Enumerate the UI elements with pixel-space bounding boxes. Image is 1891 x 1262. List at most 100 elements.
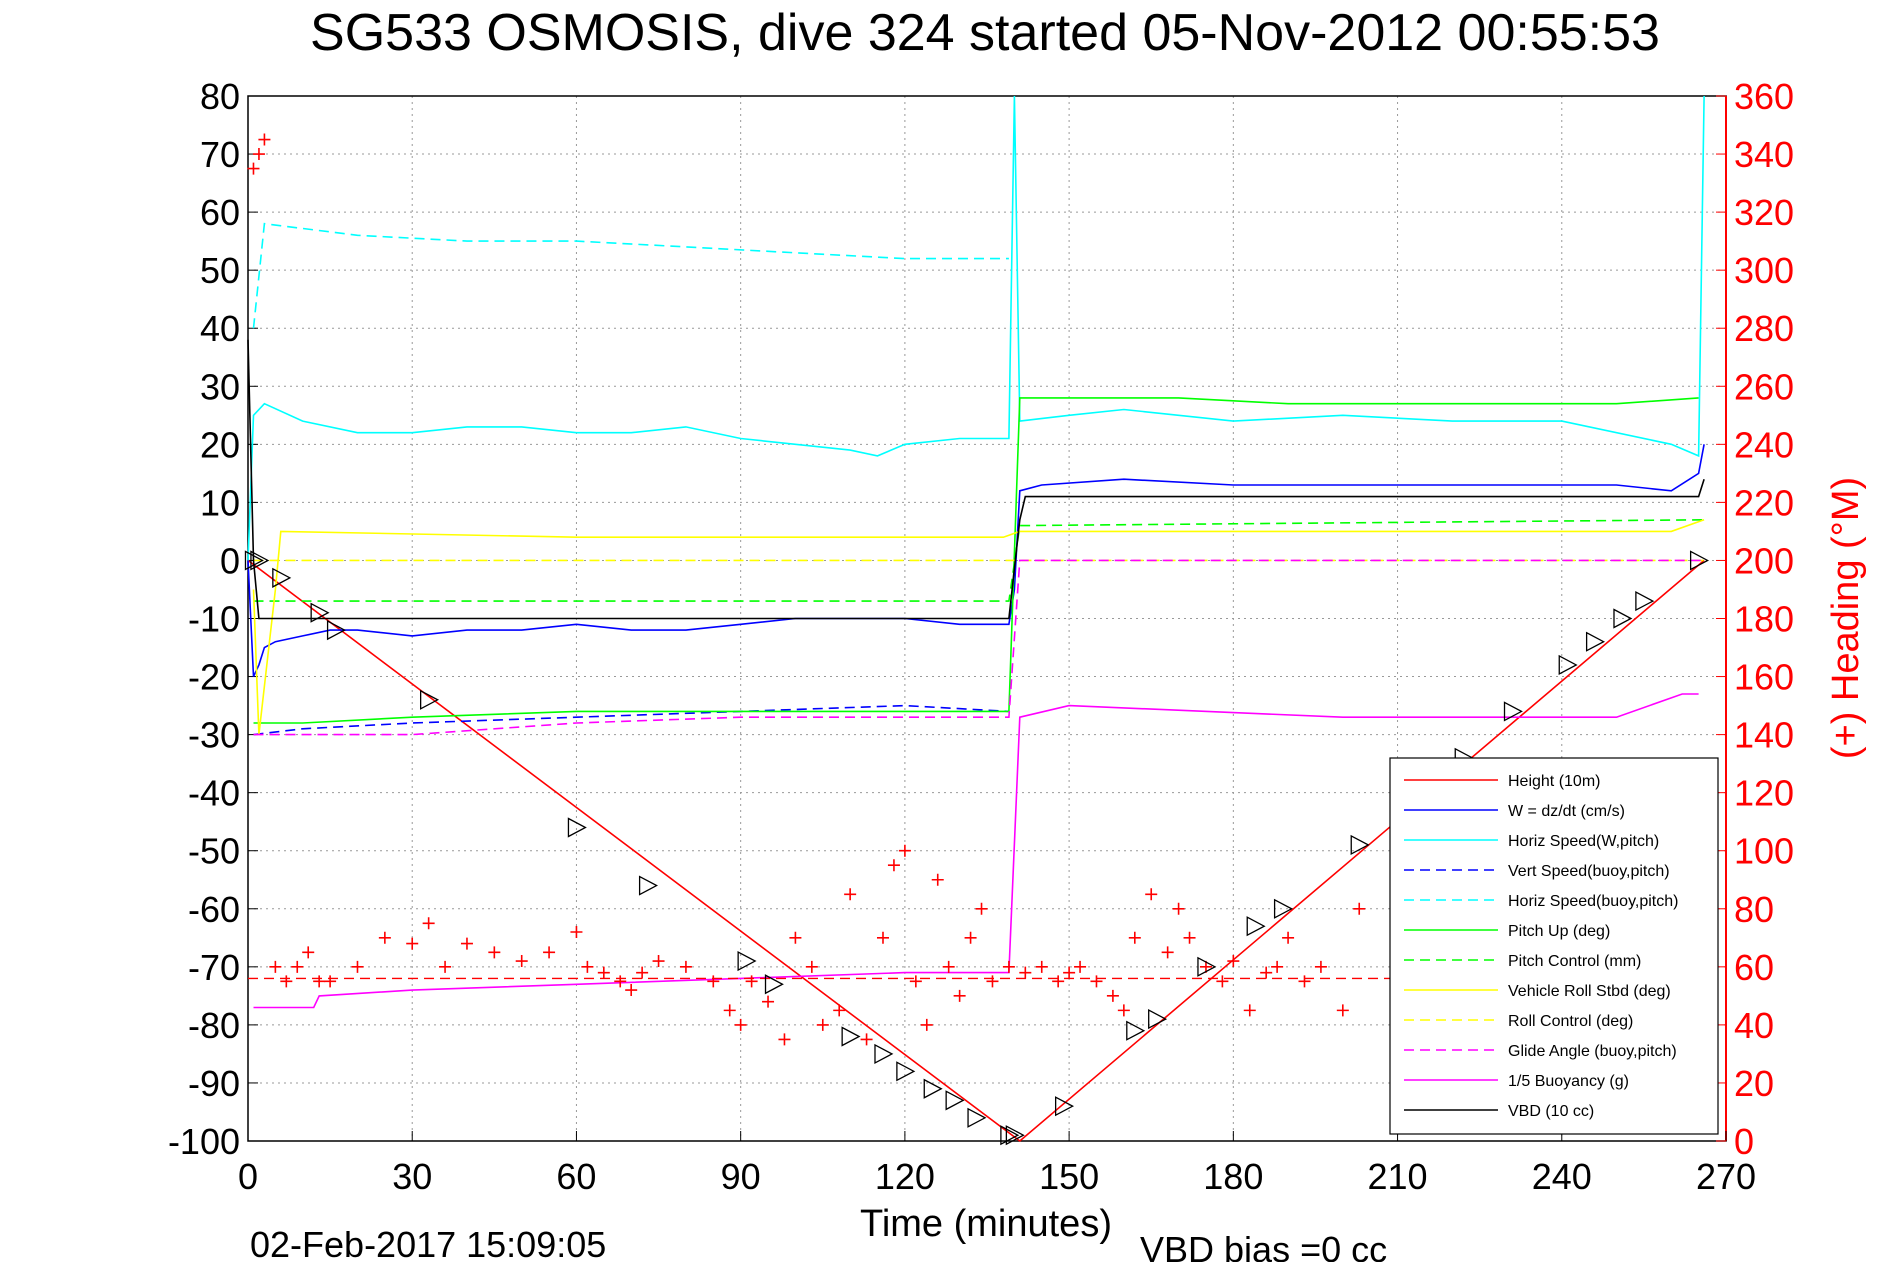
heading-point — [570, 926, 583, 938]
heading-point — [1314, 960, 1327, 973]
heading-point — [1117, 1004, 1130, 1017]
x-tick-label: 180 — [1203, 1156, 1263, 1197]
footer-date: 02-Feb-2017 15:09:05 — [250, 1224, 606, 1262]
heading-point — [723, 1004, 736, 1017]
heading-point — [1172, 902, 1185, 915]
heading-point — [964, 931, 977, 944]
heading-point — [1161, 946, 1174, 959]
heading-points — [247, 133, 1366, 1046]
heading-point — [1063, 966, 1076, 979]
heading-point — [515, 955, 528, 968]
y-right-tick-label: 340 — [1734, 134, 1794, 175]
y-right-tick-label: 220 — [1734, 482, 1794, 523]
triangle-markers — [244, 550, 1710, 1146]
y-right-tick-label: 180 — [1734, 599, 1794, 640]
heading-point — [833, 1004, 846, 1017]
y-tick-label: -40 — [188, 773, 240, 814]
y-right-tick-label: 300 — [1734, 250, 1794, 291]
depth-marker — [419, 689, 440, 710]
heading-point — [1227, 955, 1240, 968]
series-line-9 — [253, 559, 1705, 736]
heading-point — [1199, 960, 1212, 973]
series-group — [247, 95, 1705, 1143]
depth-marker — [1689, 550, 1710, 571]
y-right-tick-label: 120 — [1734, 773, 1794, 814]
depth-marker — [945, 1090, 965, 1111]
legend-label: Pitch Control (mm) — [1508, 953, 1641, 970]
depth-marker — [1585, 631, 1606, 652]
y-tick-label: 80 — [200, 76, 240, 117]
depth-marker — [250, 550, 270, 571]
depth-marker — [1635, 591, 1655, 612]
y-tick-label: -80 — [188, 1005, 240, 1046]
y-tick-label: -100 — [168, 1121, 240, 1162]
depth-marker — [1005, 1125, 1025, 1146]
y-right-tick-label: 80 — [1734, 889, 1774, 930]
x-tick-label: 30 — [392, 1156, 432, 1197]
y-right-tick-label: 260 — [1734, 366, 1794, 407]
series-line-5 — [253, 397, 1699, 724]
x-tick-label: 120 — [875, 1156, 935, 1197]
heading-point — [378, 931, 391, 944]
heading-point — [734, 1018, 747, 1031]
x-tick-label: 210 — [1368, 1156, 1428, 1197]
heading-point — [597, 966, 610, 979]
heading-point — [942, 960, 955, 973]
heading-point — [762, 995, 775, 1008]
heading-point — [1298, 975, 1311, 988]
y-right-tick-label: 0 — [1734, 1121, 1754, 1162]
heading-point — [920, 1018, 933, 1031]
heading-point — [844, 888, 857, 901]
depth-marker — [567, 817, 587, 838]
heading-point — [252, 148, 265, 161]
heading-point — [707, 975, 720, 988]
heading-point — [614, 975, 627, 988]
footer-vbd-bias: VBD bias =0 cc — [1140, 1229, 1387, 1262]
y-right-tick-label: 60 — [1734, 947, 1774, 988]
series-line-4 — [252, 222, 1009, 329]
heading-point — [269, 960, 282, 973]
heading-point — [1090, 975, 1103, 988]
heading-point — [1002, 960, 1015, 973]
heading-point — [1019, 966, 1032, 979]
legend-label: VBD (10 cc) — [1508, 1103, 1594, 1120]
y-tick-label: 60 — [200, 192, 240, 233]
depth-marker — [638, 875, 658, 896]
depth-marker — [1558, 654, 1578, 676]
y-right-tick-label: 280 — [1734, 308, 1794, 349]
heading-point — [1035, 960, 1048, 973]
y-tick-label: 40 — [200, 308, 240, 349]
heading-point — [652, 955, 665, 968]
heading-point — [302, 946, 315, 959]
y-tick-label: -50 — [188, 831, 240, 872]
heading-point — [488, 946, 501, 959]
heading-point — [280, 975, 293, 988]
depth-marker — [1054, 1096, 1075, 1117]
heading-point — [1052, 975, 1065, 988]
depth-marker — [1503, 701, 1523, 722]
depth-marker — [1350, 834, 1370, 855]
legend-label: W = dz/dt (cm/s) — [1508, 803, 1625, 820]
y-tick-label: -70 — [188, 947, 240, 988]
heading-point — [1336, 1004, 1349, 1017]
depth-marker — [1148, 1009, 1168, 1030]
heading-point — [1106, 989, 1119, 1002]
y-right-tick-label: 360 — [1734, 76, 1794, 117]
depth-marker — [1613, 608, 1633, 629]
depth-marker — [1246, 916, 1266, 937]
x-axis-label: Time (minutes) — [860, 1203, 1112, 1245]
depth-marker — [1126, 1020, 1146, 1041]
depth-marker — [841, 1026, 861, 1047]
heading-point — [1183, 931, 1196, 944]
y-right-tick-label: 140 — [1734, 715, 1794, 756]
y-tick-label: 70 — [200, 134, 240, 175]
heading-point — [439, 960, 452, 973]
heading-point — [1074, 960, 1087, 973]
heading-point — [953, 989, 966, 1002]
y-right-tick-label: 20 — [1734, 1063, 1774, 1104]
y-right-tick-label: 100 — [1734, 831, 1794, 872]
heading-point — [636, 966, 649, 979]
heading-point — [313, 975, 326, 988]
heading-point — [1216, 975, 1229, 988]
heading-point — [324, 975, 337, 988]
